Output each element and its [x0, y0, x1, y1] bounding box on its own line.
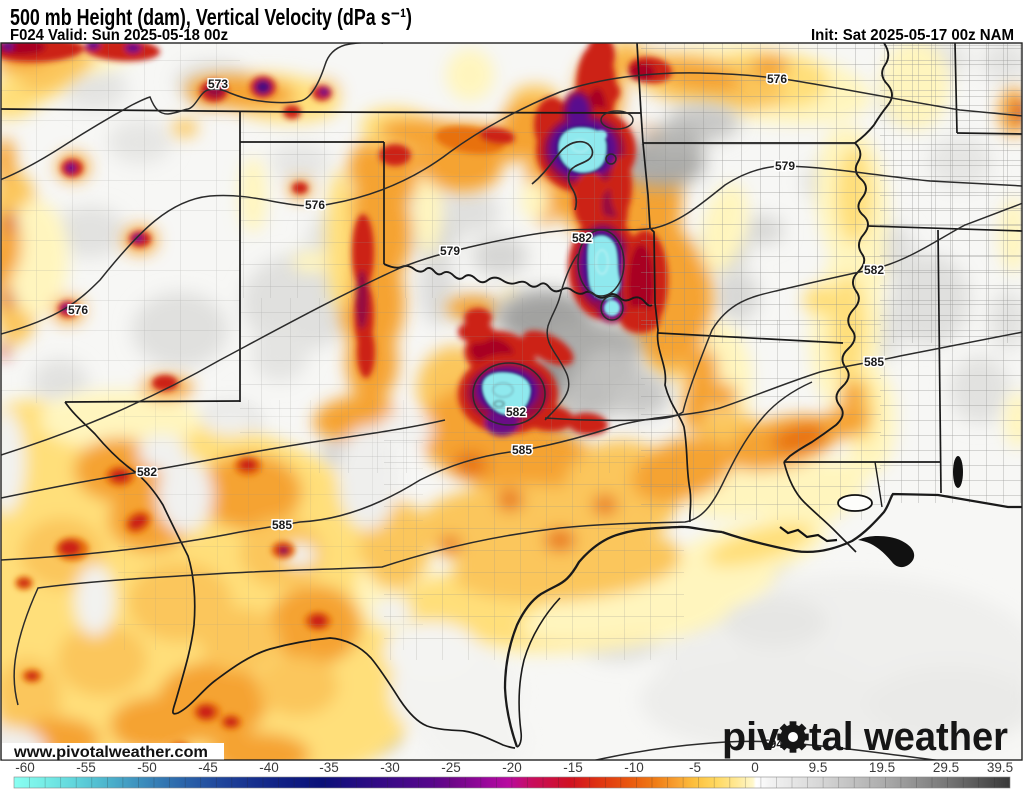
- svg-text:0: 0: [751, 760, 759, 775]
- svg-text:582: 582: [864, 263, 884, 277]
- svg-text:582: 582: [506, 405, 526, 419]
- svg-text:582: 582: [572, 231, 592, 245]
- svg-text:Init: Sat 2025-05-17 00z NAM: Init: Sat 2025-05-17 00z NAM: [811, 27, 1014, 44]
- svg-text:576: 576: [305, 198, 325, 212]
- svg-text:576: 576: [68, 303, 88, 317]
- svg-text:F024 Valid: Sun 2025-05-18 00z: F024 Valid: Sun 2025-05-18 00z: [10, 27, 228, 44]
- svg-text:573: 573: [208, 77, 228, 91]
- svg-text:-35: -35: [319, 760, 339, 775]
- svg-text:-15: -15: [563, 760, 583, 775]
- svg-text:-55: -55: [76, 760, 96, 775]
- svg-text:-25: -25: [441, 760, 461, 775]
- svg-text:-45: -45: [198, 760, 218, 775]
- svg-text:-40: -40: [259, 760, 279, 775]
- svg-text:-5: -5: [689, 760, 701, 775]
- svg-text:576: 576: [767, 72, 787, 86]
- svg-text:-60: -60: [15, 760, 35, 775]
- svg-text:579: 579: [440, 244, 460, 258]
- svg-text:-50: -50: [137, 760, 157, 775]
- svg-text:19.5: 19.5: [869, 760, 895, 775]
- svg-text:29.5: 29.5: [933, 760, 959, 775]
- svg-text:-30: -30: [380, 760, 400, 775]
- svg-text:579: 579: [775, 159, 795, 173]
- svg-text:www.pivotalweather.com: www.pivotalweather.com: [13, 744, 208, 761]
- svg-text:tal weather: tal weather: [809, 715, 1008, 759]
- svg-text:piv: piv: [722, 715, 780, 759]
- svg-text:585: 585: [512, 443, 532, 457]
- svg-text:9.5: 9.5: [809, 760, 828, 775]
- svg-text:585: 585: [864, 355, 884, 369]
- svg-text:585: 585: [272, 518, 292, 532]
- svg-text:500 mb Height (dam), Vertical: 500 mb Height (dam), Vertical Velocity (…: [10, 4, 412, 30]
- svg-text:-10: -10: [624, 760, 644, 775]
- svg-text:582: 582: [137, 465, 157, 479]
- svg-text:-20: -20: [502, 760, 522, 775]
- svg-text:39.5: 39.5: [987, 760, 1013, 775]
